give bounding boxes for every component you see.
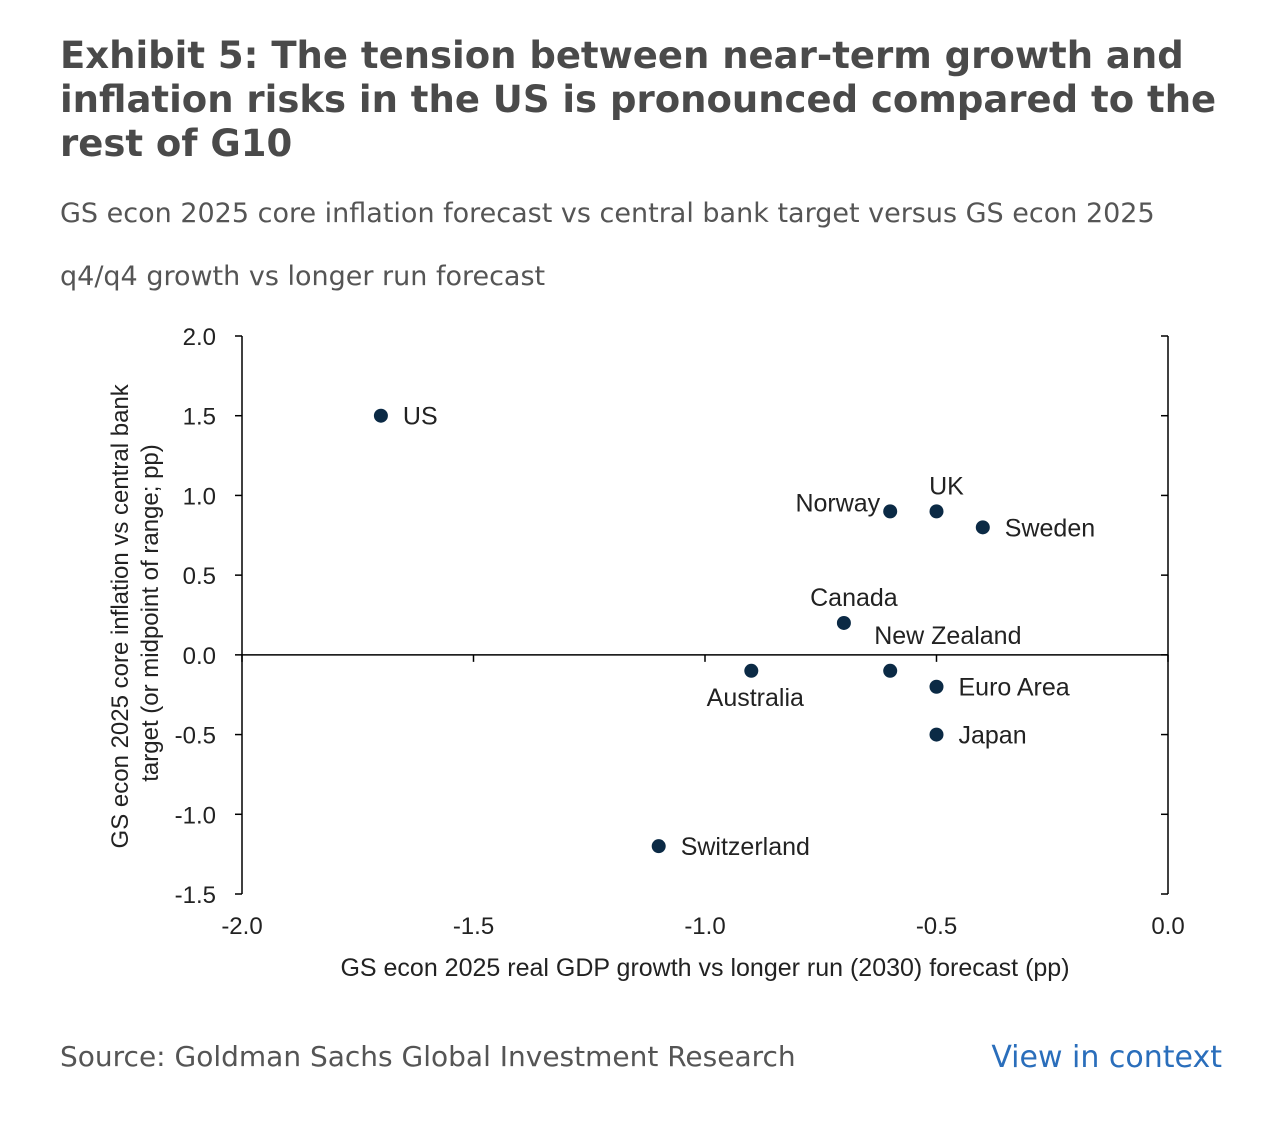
x-tick-label: -1.5 (453, 913, 494, 940)
data-point (929, 727, 944, 742)
data-point (883, 663, 898, 678)
x-axis-label: GS econ 2025 real GDP growth vs longer r… (340, 954, 1069, 982)
chart-title: Exhibit 5: The tension between near-term… (60, 34, 1217, 165)
data-point (836, 615, 851, 630)
data-point-label: Norway (795, 489, 880, 517)
data-points: US Norway UK Sweden Canada New Zealand Austral… (373, 403, 1095, 861)
data-point-label: Euro Area (959, 674, 1070, 702)
data-point (744, 663, 759, 678)
y-axis-label: GS econ 2025 core inflation vs central b… (107, 378, 164, 849)
source-note: Source: Goldman Sachs Global Investment … (60, 1040, 796, 1073)
data-point-label: Japan (959, 722, 1027, 750)
data-point (883, 504, 898, 519)
data-point (373, 408, 388, 423)
data-point (651, 839, 666, 854)
y-tick-label: -1.5 (175, 882, 216, 909)
data-point (929, 679, 944, 694)
data-point (975, 520, 990, 535)
data-point-label: Switzerland (681, 833, 810, 861)
data-point-label: UK (929, 472, 964, 500)
y-tick-label: -0.5 (175, 723, 216, 750)
y-tick-label: -1.0 (175, 802, 216, 829)
x-tick-label: -2.0 (221, 913, 262, 940)
y-tick-label: 2.0 (183, 324, 216, 351)
data-point-label: Canada (810, 584, 898, 612)
y-axis-label-line-2: target (or midpoint of range; pp) (137, 444, 164, 782)
chart-subtitle: GS econ 2025 core inflation forecast vs … (60, 198, 1155, 292)
data-point-label: Australia (707, 684, 804, 712)
x-tick-label: -1.0 (684, 913, 725, 940)
y-axis-label-line-1: GS econ 2025 core inflation vs central b… (107, 383, 134, 848)
data-point-label: Sweden (1005, 514, 1095, 542)
data-point-label: New Zealand (874, 622, 1021, 650)
data-point-label: US (403, 403, 438, 431)
x-tick-label: 0.0 (1151, 913, 1184, 940)
data-point (929, 504, 944, 519)
y-tick-label: 0.5 (183, 563, 216, 590)
scatter-chart: -1.5-1.0-0.50.00.51.01.52.0-2.0 -1.5 -1.0-… (107, 324, 1185, 982)
chart-axes: -1.5-1.0-0.50.00.51.01.52.0-2.0 -1.5 -1.0-… (175, 324, 1185, 940)
y-tick-label: 1.5 (183, 404, 216, 431)
x-tick-label: -0.5 (916, 913, 957, 940)
y-tick-label: 1.0 (183, 483, 216, 510)
y-tick-label: 0.0 (183, 643, 216, 670)
view-in-context-link[interactable]: View in context (991, 1040, 1222, 1075)
